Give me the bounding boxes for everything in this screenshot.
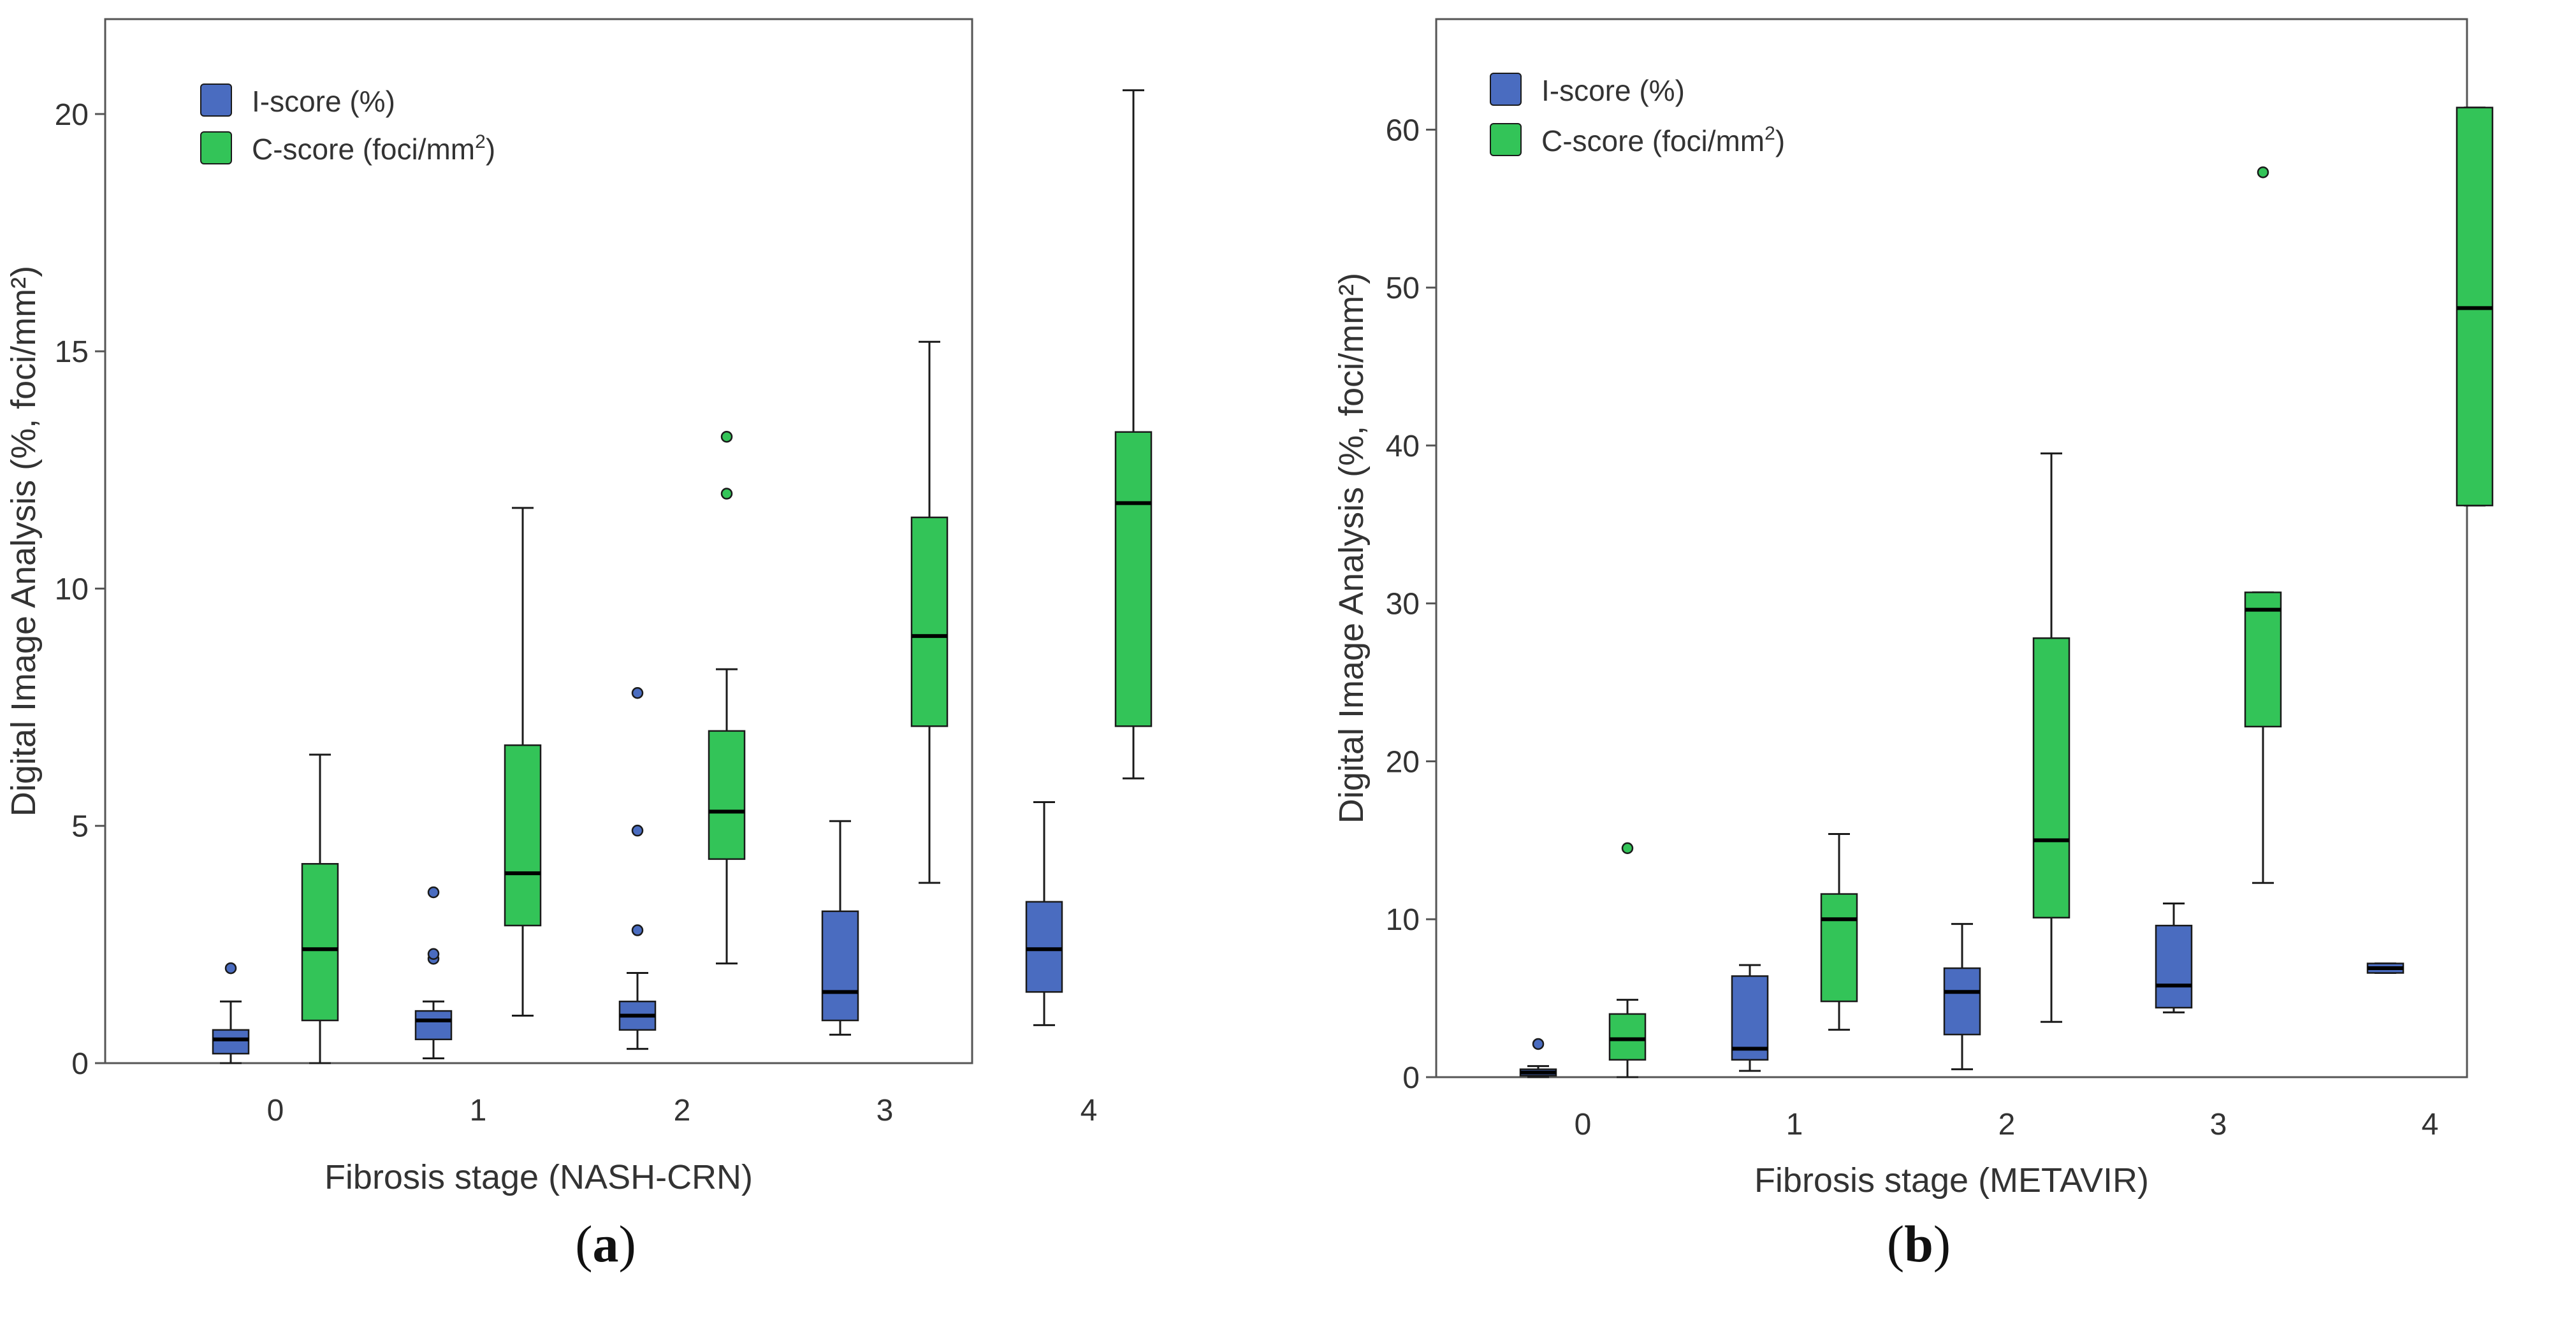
x-tick-label: 2 [1998, 1108, 2016, 1142]
box [821, 910, 859, 1022]
legend-swatch [200, 131, 232, 164]
box [212, 1029, 250, 1055]
y-tick-label: 10 [55, 572, 89, 606]
plot-frame [104, 18, 973, 1064]
outlier-point [720, 488, 733, 500]
box [1820, 893, 1858, 1003]
c-score-box-stage-0 [1608, 842, 1647, 1078]
panel-label-a-letter: a [592, 1215, 619, 1273]
i-score-box-stage-4 [1025, 801, 1063, 1026]
box [910, 516, 949, 727]
y-tick-label: 10 [1386, 903, 1420, 937]
box [708, 730, 746, 860]
outlier-point [631, 824, 644, 837]
outlier-point [1532, 1038, 1545, 1050]
chart-panel-a: 0 5 10 15 20 0 1 2 3 4 Fibrosis stage (NASH-CRN) Di… [4, 18, 1153, 1196]
panel-label-b-close: ) [1933, 1215, 1951, 1273]
box [504, 744, 542, 927]
x-tick-label: 4 [2422, 1108, 2439, 1142]
x-axis-label: Fibrosis stage (METAVIR) [1754, 1161, 2149, 1200]
x-tick-label: 2 [674, 1094, 691, 1128]
i-score-box-stage-1 [1731, 964, 1769, 1072]
y-tick-label: 15 [55, 335, 89, 369]
box [2032, 637, 2070, 919]
outlier-point [1621, 842, 1634, 854]
box [1943, 967, 1981, 1036]
legend-item-c-score: C-score (foci/mm2) [200, 131, 495, 166]
y-axis-label: Digital Image Analysis (%, foci/mm²) [1332, 273, 1371, 823]
c-score-box-stage-2 [2032, 452, 2070, 1023]
legend-swatch [200, 83, 232, 117]
box [1114, 431, 1153, 727]
chart-panel-b: 0 10 20 30 40 50 60 0 1 2 3 4 Fibrosis stage (METAVI… [1332, 18, 2494, 1200]
box [414, 1010, 453, 1041]
x-tick-label: 0 [267, 1094, 284, 1128]
x-tick-label: 0 [1575, 1108, 1592, 1142]
panel-label-b-letter: b [1904, 1215, 1933, 1273]
y-tick-label: 20 [1386, 745, 1420, 779]
box [301, 863, 339, 1022]
box [2244, 591, 2282, 728]
i-score-box-stage-4 [2366, 962, 2405, 974]
panel-label-a-open: ( [575, 1215, 593, 1273]
legend-swatch [1490, 73, 1522, 106]
y-tick-label: 30 [1386, 588, 1420, 621]
panel-label-a: (a) [510, 1214, 701, 1274]
c-score-box-stage-4 [2456, 106, 2494, 507]
y-tick-label: 0 [71, 1047, 89, 1081]
outlier-point [427, 886, 440, 899]
c-score-box-stage-3 [910, 340, 949, 884]
panel-label-b-open: ( [1886, 1215, 1905, 1273]
x-tick-label: 1 [1786, 1108, 1803, 1142]
box [1025, 901, 1063, 993]
panel-label-a-close: ) [618, 1215, 636, 1273]
c-score-box-stage-3 [2244, 166, 2282, 884]
legend-label: C-score (foci/mm2) [252, 131, 495, 166]
y-tick-label: 40 [1386, 430, 1420, 463]
legend-swatch [1490, 123, 1522, 156]
outlier-point [2257, 166, 2269, 178]
panel-label-b: (b) [1823, 1214, 2014, 1274]
legend-item-c-score: C-score (foci/mm2) [1490, 123, 1785, 157]
box [1608, 1013, 1647, 1061]
y-axis-label: Digital Image Analysis (%, foci/mm²) [4, 266, 43, 816]
i-score-box-stage-1 [414, 886, 453, 1060]
i-score-box-stage-0 [212, 962, 250, 1064]
legend-label: C-score (foci/mm2) [1541, 123, 1785, 157]
box [1731, 975, 1769, 1061]
x-tick-label: 3 [2210, 1108, 2227, 1142]
x-tick-label: 3 [877, 1094, 894, 1128]
y-tick-label: 0 [1402, 1061, 1420, 1095]
i-score-box-stage-3 [821, 820, 859, 1036]
i-score-box-stage-2 [1943, 923, 1981, 1071]
legend-item-i-score: I-score (%) [1490, 73, 1685, 107]
c-score-box-stage-2 [708, 430, 746, 965]
i-score-box-stage-2 [618, 687, 657, 1050]
legend-label: I-score (%) [252, 85, 395, 118]
x-axis-label: Fibrosis stage (NASH-CRN) [324, 1158, 753, 1196]
x-tick-label: 1 [470, 1094, 487, 1128]
c-score-box-stage-4 [1114, 89, 1153, 780]
outlier-point [631, 687, 644, 699]
outlier-point [720, 430, 733, 443]
c-score-box-stage-1 [504, 507, 542, 1017]
outlier-point [224, 962, 237, 975]
y-tick-label: 60 [1386, 113, 1420, 147]
x-tick-label: 4 [1081, 1094, 1098, 1128]
i-score-box-stage-0 [1519, 1038, 1557, 1078]
i-score-box-stage-3 [2155, 902, 2193, 1013]
legend-item-i-score: I-score (%) [200, 83, 395, 118]
y-tick-label: 20 [55, 98, 89, 132]
outlier-point [631, 924, 644, 936]
legend-label: I-score (%) [1541, 74, 1685, 107]
y-tick-label: 5 [71, 810, 89, 844]
c-score-box-stage-0 [301, 753, 339, 1064]
outlier-point [427, 948, 440, 961]
c-score-box-stage-1 [1820, 832, 1858, 1031]
box [2155, 924, 2193, 1009]
plot-frame [1435, 18, 2468, 1078]
y-tick-label: 50 [1386, 272, 1420, 305]
